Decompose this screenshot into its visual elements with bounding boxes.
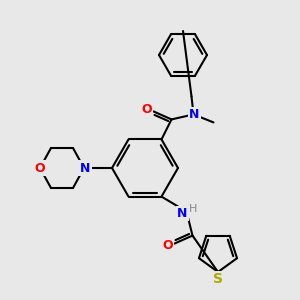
Text: N: N [189,108,200,121]
Text: O: O [162,239,173,252]
Text: N: N [177,207,188,220]
Text: N: N [80,161,90,175]
Text: S: S [213,272,223,286]
Text: H: H [189,204,198,214]
Text: O: O [141,103,152,116]
Text: O: O [35,161,45,175]
